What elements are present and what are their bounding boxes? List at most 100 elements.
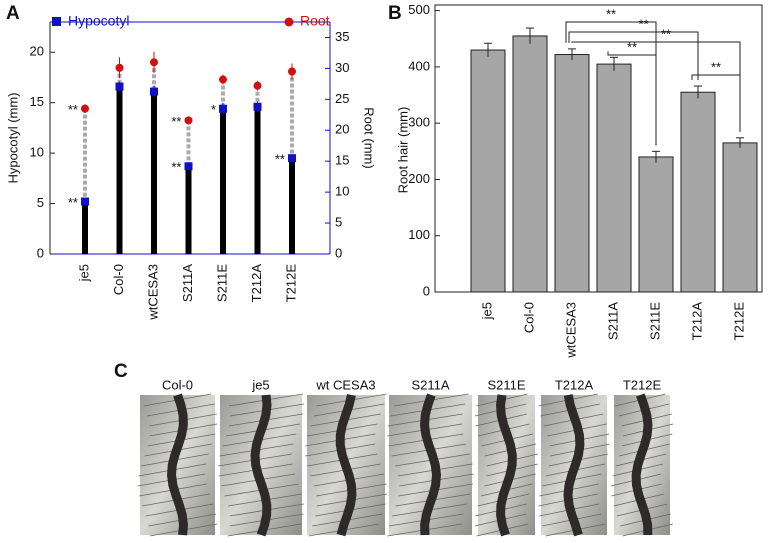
- y2-tick-label: 5: [335, 215, 342, 230]
- y-tick-label: 15: [30, 94, 44, 109]
- point: [219, 75, 227, 84]
- point: [288, 154, 296, 163]
- x-tick-label: Col-0: [111, 264, 126, 295]
- y-tick-label: 10: [30, 145, 44, 160]
- annotation: *: [211, 102, 216, 117]
- x-tick-label: S211E: [214, 264, 229, 302]
- legend-marker: [284, 17, 294, 27]
- annotation: **: [68, 102, 78, 117]
- y-tick-label: 0: [37, 245, 44, 260]
- point: [288, 67, 296, 76]
- point: [253, 102, 262, 111]
- x-tick-label: S211A: [605, 302, 620, 340]
- y-axis-title: Hypocotyl (mm): [5, 92, 20, 183]
- y2-tick-label: 30: [335, 60, 349, 75]
- y-tick-label: 20: [30, 44, 44, 59]
- y2-tick-label: 20: [335, 122, 349, 137]
- bar: [220, 108, 226, 254]
- x-tick-label: T212E: [283, 264, 298, 303]
- point: [150, 87, 158, 96]
- photo-label: wt CESA3: [315, 377, 375, 392]
- bar: [512, 35, 548, 293]
- point: [219, 104, 227, 113]
- legend-label: Root: [300, 13, 330, 29]
- photo-label: S211A: [411, 377, 449, 392]
- panel-label: C: [114, 361, 128, 382]
- bar: [151, 91, 157, 254]
- root: [167, 393, 189, 536]
- root: [420, 393, 442, 536]
- point: [184, 162, 193, 171]
- legend-marker: [52, 17, 61, 26]
- comparison-label: **: [638, 16, 648, 31]
- bar: [596, 63, 632, 293]
- annotation: **: [275, 152, 285, 167]
- y-tick-label: 5: [37, 195, 44, 210]
- root: [250, 394, 272, 537]
- bar: [554, 54, 590, 293]
- bar: [254, 106, 261, 254]
- comparison-bracket: [691, 74, 741, 132]
- photo-label: S211E: [487, 377, 525, 392]
- y2-tick-label: 25: [335, 91, 349, 106]
- y-tick-label: 500: [408, 2, 430, 17]
- point: [150, 58, 158, 67]
- y-tick-label: 200: [408, 171, 430, 186]
- photo: [478, 395, 535, 535]
- x-tick-label: T212A: [249, 264, 264, 303]
- x-tick-label: je5: [479, 302, 494, 320]
- x-tick-label: je5: [76, 264, 91, 282]
- comparison-label: **: [627, 39, 637, 54]
- x-tick-label: wtCESA3: [563, 302, 578, 359]
- x-tick-label: Col-0: [521, 302, 536, 333]
- bar: [638, 156, 674, 293]
- comparison-label: **: [711, 59, 721, 74]
- root: [496, 394, 517, 537]
- comparison-label: **: [606, 6, 616, 21]
- x-tick-label: wtCESA3: [145, 264, 160, 321]
- y2-tick-label: 15: [335, 153, 349, 168]
- y2-axis-title: Root (mm): [362, 107, 377, 168]
- legend-label: Hypocotyl: [68, 13, 129, 29]
- comparison-bracket: [568, 31, 699, 81]
- y-tick-label: 300: [408, 115, 430, 130]
- point: [81, 104, 89, 113]
- bar: [82, 201, 88, 254]
- y2-tick-label: 10: [335, 184, 349, 199]
- x-tick-label: S211E: [647, 302, 662, 340]
- photo-label: Col-0: [162, 377, 193, 392]
- x-tick-label: T212E: [731, 302, 746, 341]
- point: [115, 82, 124, 91]
- y-tick-label: 400: [408, 58, 430, 73]
- x-tick-label: S211A: [180, 264, 195, 302]
- bar: [680, 91, 716, 293]
- comparison-bracket: [607, 51, 657, 146]
- bar: [289, 158, 295, 254]
- bar: [185, 166, 192, 254]
- annotation: **: [171, 114, 181, 129]
- root: [335, 393, 357, 537]
- point: [115, 63, 124, 72]
- y-axis-title: Root hair (mm): [395, 107, 410, 194]
- y2-tick-label: 0: [335, 245, 342, 260]
- photo-label: T212A: [555, 377, 594, 392]
- annotation: **: [171, 160, 181, 175]
- root: [631, 393, 653, 536]
- panel-label: A: [6, 3, 20, 24]
- comparison-label: **: [661, 26, 671, 41]
- y2-tick-label: 35: [335, 29, 349, 44]
- bar: [470, 49, 506, 293]
- y-tick-label: 0: [423, 283, 430, 298]
- photo-label: je5: [251, 377, 269, 392]
- point: [184, 116, 193, 125]
- point: [253, 81, 262, 90]
- bar: [722, 142, 758, 293]
- panel-label: B: [388, 3, 402, 24]
- photo-label: T212E: [623, 377, 662, 392]
- y-tick-label: 100: [408, 227, 430, 242]
- root: [563, 394, 585, 537]
- point: [81, 197, 89, 206]
- x-tick-label: T212A: [689, 302, 704, 341]
- bar: [116, 86, 123, 254]
